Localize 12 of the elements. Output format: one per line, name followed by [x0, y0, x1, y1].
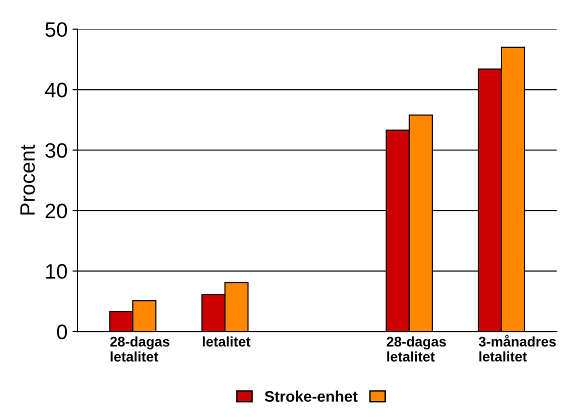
y-tick-label: 10 [46, 264, 67, 279]
x-tick-label: 3-månadres letalitet [478, 335, 556, 362]
y-tick-label: 20 [46, 204, 67, 218]
legend-label: Stroke-enhet [264, 390, 358, 402]
y-axis-title: Procent [20, 144, 35, 215]
y-tick-label: 30 [45, 143, 67, 158]
y-tick-label: 0 [56, 324, 67, 340]
y-tick-label: 40 [45, 82, 67, 98]
x-tick-label: letalitet [202, 336, 250, 347]
x-tick-label: 28-dagas letalitet [386, 336, 446, 362]
x-tick-label: 28-dagas letalitet [110, 336, 170, 362]
y-tick-label: 50 [45, 22, 67, 37]
